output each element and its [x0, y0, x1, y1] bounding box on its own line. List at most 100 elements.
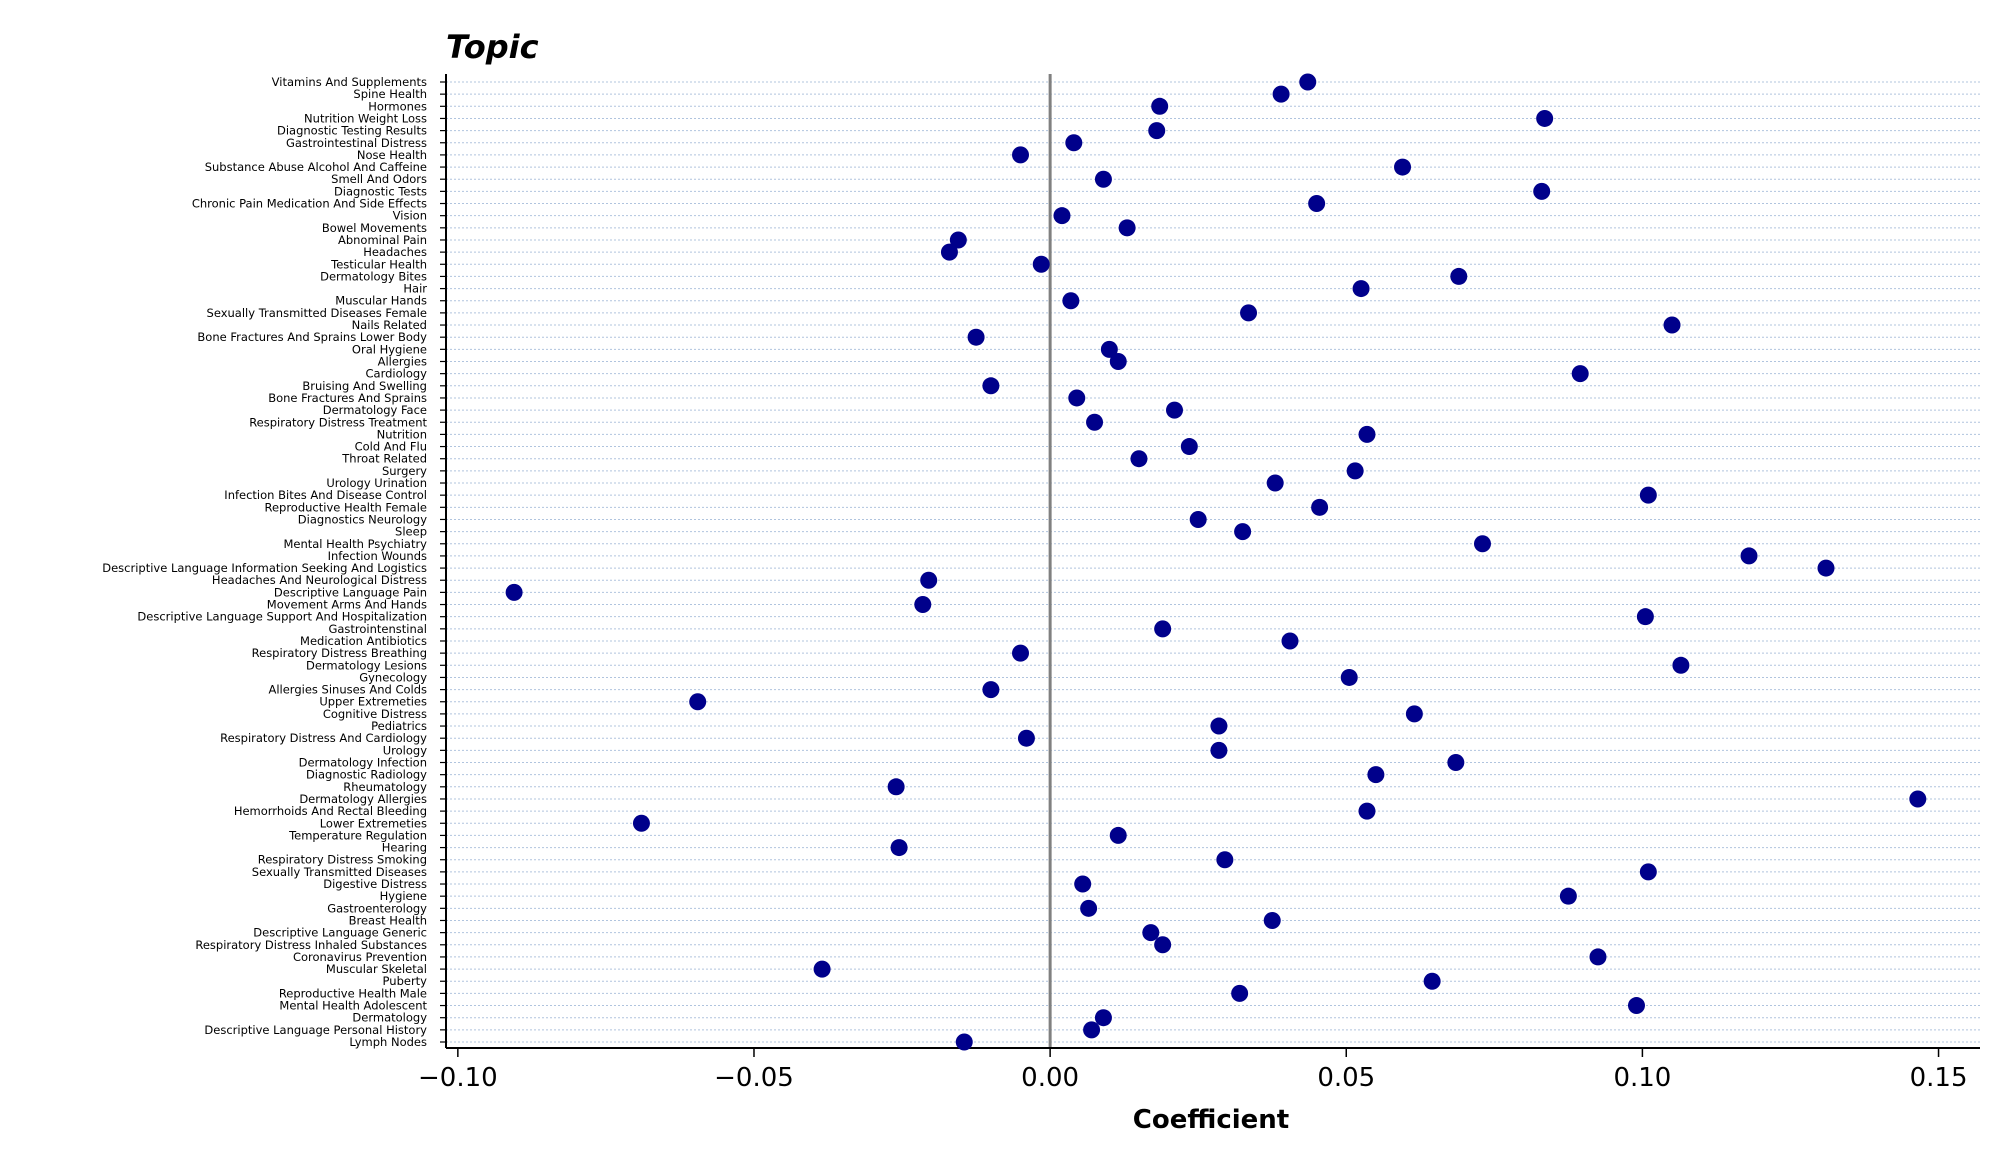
data-point	[689, 693, 707, 711]
y-tick-label: Diagnostic Testing Results	[277, 124, 427, 138]
data-point	[1533, 182, 1551, 200]
y-tick-label: Upper Extremeties	[319, 695, 427, 709]
y-tick-label: Nails Related	[352, 318, 427, 332]
y-tick-label: Movement Arms And Hands	[267, 598, 427, 612]
data-point	[1352, 280, 1370, 298]
y-tick-label: Surgery	[382, 464, 427, 478]
data-point	[1272, 85, 1290, 103]
data-point	[1012, 644, 1030, 662]
x-axis-ticks: −0.10 −0.05 0.00 0.05 0.10 0.15	[418, 1048, 1967, 1093]
y-tick-label: Headaches And Neurological Distress	[212, 573, 427, 587]
data-point	[949, 231, 967, 249]
y-tick-label: Vitamins And Supplements	[272, 75, 427, 89]
y-tick-label: Smell And Odors	[331, 172, 427, 186]
y-tick-label: Digestive Distress	[323, 877, 427, 891]
y-tick-label: Diagnostics Neurology	[298, 512, 427, 526]
data-point	[1672, 656, 1690, 674]
y-tick-label: Throat Related	[341, 452, 427, 466]
y-tick-label: Mental Health Psychiatry	[283, 537, 427, 551]
x-tick-label: 0.10	[1613, 1063, 1671, 1093]
data-point	[1234, 523, 1252, 541]
y-tick-label: Bowel Movements	[322, 221, 427, 235]
data-point	[1074, 875, 1092, 893]
y-tick-label: Infection Bites And Disease Control	[224, 488, 427, 502]
data-point	[1094, 170, 1112, 188]
data-points	[505, 73, 1927, 1051]
data-point	[632, 814, 650, 832]
data-point	[1589, 948, 1607, 966]
data-point	[1423, 972, 1441, 990]
data-point	[1053, 207, 1071, 225]
y-tick-label: Reproductive Health Male	[279, 986, 427, 1000]
x-tick-label: −0.05	[714, 1063, 794, 1093]
data-point	[1559, 887, 1577, 905]
y-tick-label: Coronavirus Prevention	[293, 950, 427, 964]
data-point	[920, 571, 938, 589]
data-point	[1210, 741, 1228, 759]
data-point	[1210, 717, 1228, 735]
y-tick-label: Bruising And Swelling	[302, 379, 427, 393]
y-tick-label: Descriptive Language Generic	[253, 926, 427, 940]
data-point	[1639, 486, 1657, 504]
data-point	[1216, 851, 1234, 869]
data-point	[1100, 340, 1118, 358]
y-tick-label: Hearing	[382, 841, 427, 855]
y-tick-label: Temperature Regulation	[288, 828, 427, 842]
data-point	[1130, 450, 1148, 468]
y-tick-label: Sexually Transmitted Diseases Female	[207, 306, 427, 320]
y-tick-label: Bone Fractures And Sprains Lower Body	[197, 330, 427, 344]
y-tick-label: Gynecology	[359, 670, 427, 684]
data-point	[1740, 547, 1758, 565]
data-point	[1240, 304, 1258, 322]
y-tick-label: Hemorrhoids And Rectal Bleeding	[234, 804, 427, 818]
data-point	[1151, 97, 1169, 115]
chart-title: Topic	[446, 28, 539, 66]
data-point	[1358, 802, 1376, 820]
y-tick-label: Dermatology Allergies	[299, 792, 427, 806]
y-tick-label: Respiratory Distress Breathing	[252, 646, 427, 660]
data-point	[914, 596, 932, 614]
axes	[440, 74, 1980, 1049]
data-point	[1263, 911, 1281, 929]
y-tick-label: Dermatology Lesions	[306, 658, 427, 672]
data-point	[1663, 316, 1681, 334]
y-tick-label: Headaches	[363, 245, 427, 259]
data-point	[1394, 158, 1412, 176]
data-point	[1346, 462, 1364, 480]
y-tick-label: Reproductive Health Female	[264, 500, 427, 514]
data-point	[1012, 146, 1030, 164]
y-tick-label: Gastrointestinal Distress	[286, 136, 427, 150]
data-point	[1032, 255, 1050, 273]
y-tick-label: Lower Extremeties	[320, 816, 427, 830]
data-point	[1180, 438, 1198, 456]
data-point	[1094, 1009, 1112, 1027]
data-point	[1142, 924, 1160, 942]
x-tick-label: 0.00	[1021, 1063, 1079, 1093]
y-tick-label: Pediatrics	[371, 719, 427, 733]
x-tick-label: −0.10	[418, 1063, 498, 1093]
y-tick-label: Puberty	[383, 974, 428, 988]
y-tick-label: Cold And Flu	[355, 440, 427, 454]
y-tick-label: Dermatology Infection	[299, 756, 427, 770]
data-point	[890, 839, 908, 857]
data-point	[1068, 389, 1086, 407]
y-tick-label: Allergies Sinuses And Colds	[268, 683, 427, 697]
data-point	[1281, 632, 1299, 650]
data-point	[1571, 365, 1589, 383]
y-tick-label: Spine Health	[353, 87, 427, 101]
data-point	[1154, 936, 1172, 954]
y-tick-label: Muscular Skeletal	[326, 962, 427, 976]
y-tick-label: Gastroenterology	[327, 901, 427, 915]
x-tick-label: 0.05	[1317, 1063, 1375, 1093]
data-point	[887, 778, 905, 796]
data-point	[1473, 535, 1491, 553]
data-point	[813, 960, 831, 978]
y-tick-label: Vision	[393, 209, 427, 223]
y-tick-label: Medication Antibiotics	[300, 634, 427, 648]
data-point	[1189, 510, 1207, 528]
y-tick-label: Hormones	[368, 99, 427, 113]
y-tick-label: Lymph Nodes	[349, 1035, 427, 1049]
y-tick-label: Dermatology	[352, 1011, 427, 1025]
data-point	[1266, 474, 1284, 492]
